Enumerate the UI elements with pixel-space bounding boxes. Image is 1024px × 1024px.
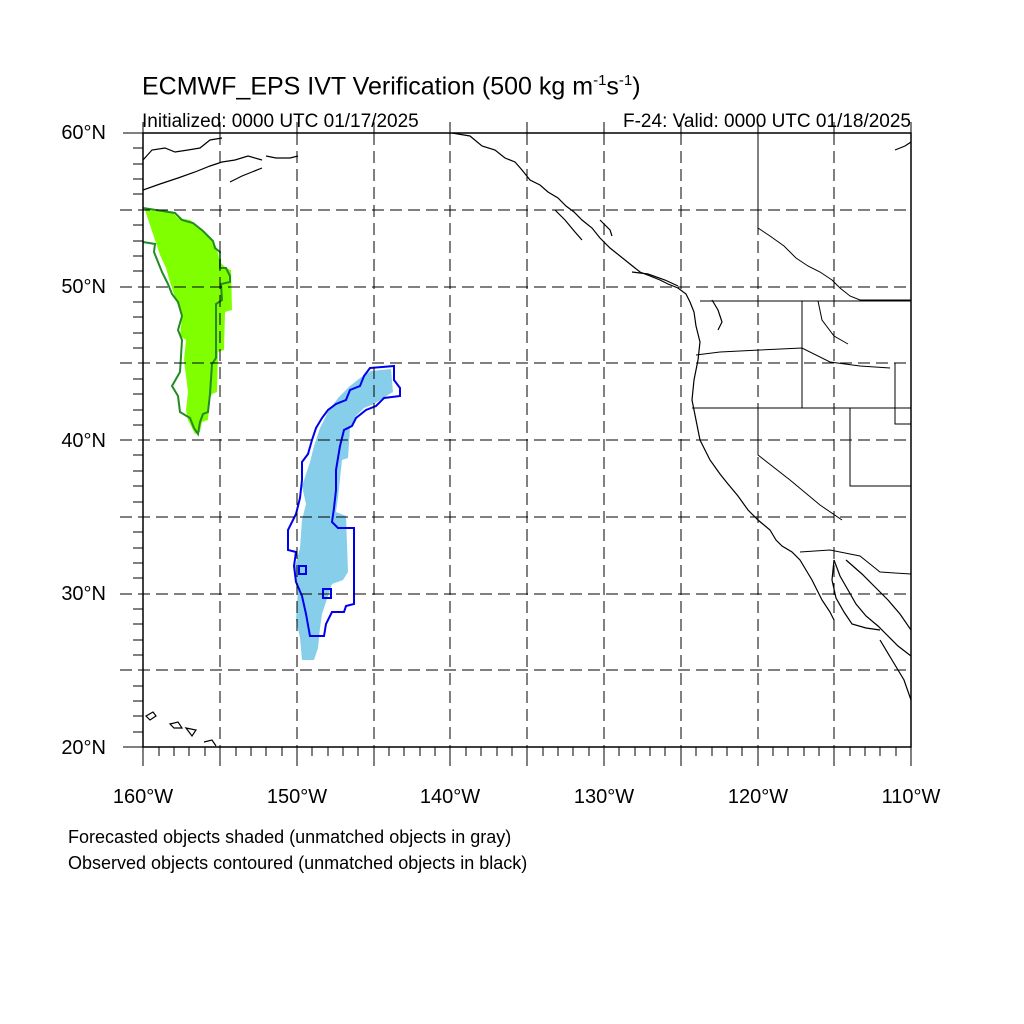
legend-note-forecast: Forecasted objects shaded (unmatched obj… [68,827,512,847]
map-frame [123,122,912,766]
observed-contour-north [143,207,231,437]
lon-label-160w: 160°W [112,786,174,808]
political-borders [692,133,911,575]
lon-label-130w: 130°W [573,786,635,808]
ivt-objects [143,207,401,660]
initialized-time: Initialized: 0000 UTC 01/17/2025 [142,111,419,132]
lon-label-150w: 150°W [266,786,328,808]
forecast-object-north [145,210,232,434]
lon-label-140w: 140°W [419,786,481,808]
legend-note-observed: Observed objects contoured (unmatched ob… [68,853,528,873]
lat-label-60n: 60°N [61,122,106,144]
lat-label-50n: 50°N [61,276,106,298]
graticule [120,133,911,747]
observed-contour-small-1 [298,565,307,575]
lat-label-20n: 20°N [61,737,106,759]
forecast-object-south [294,369,393,660]
valid-time: F-24: Valid: 0000 UTC 01/18/2025 [623,111,911,132]
lon-label-120w: 120°W [727,786,789,808]
map-title: ECMWF_EPS IVT Verification (500 kg m-1s-… [142,72,641,101]
lat-label-30n: 30°N [61,583,106,605]
coastlines [143,133,911,747]
lat-label-40n: 40°N [61,430,106,452]
observed-contour-south [287,364,401,637]
lon-label-110w: 110°W [881,786,941,808]
